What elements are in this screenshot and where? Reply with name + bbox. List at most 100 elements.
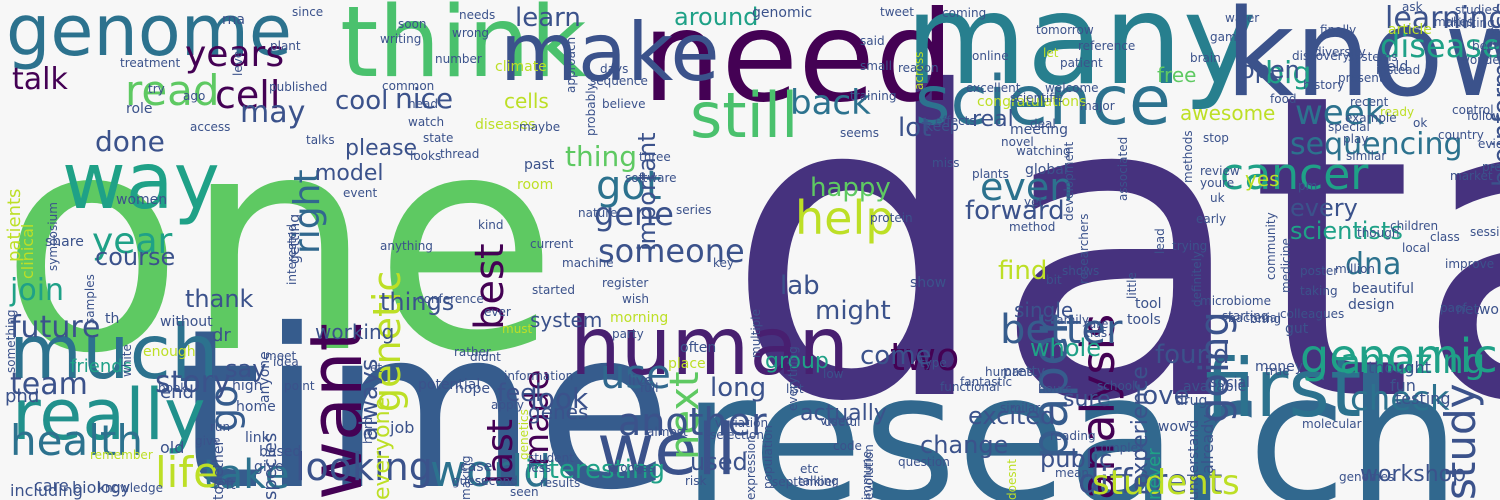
word-never: never	[1144, 448, 1165, 500]
word-effects: effects	[935, 114, 976, 128]
word-genomic: genomic	[752, 5, 813, 21]
word-disease: disease	[1380, 27, 1500, 65]
word-clinical: clinical	[18, 223, 37, 279]
word-improve: improve	[1445, 257, 1495, 271]
word-watch: watch	[408, 115, 445, 129]
word-gene: gene	[594, 195, 674, 233]
word-might: might	[815, 296, 891, 326]
word-stop: stop	[1203, 131, 1229, 145]
word-meet: meet	[265, 349, 297, 363]
word-rare: rare	[1084, 317, 1109, 331]
word-well: well	[597, 409, 737, 491]
word-population: population	[761, 425, 775, 489]
word-since: since	[292, 5, 324, 19]
word-current: current	[530, 237, 574, 251]
word-potential: potential	[418, 377, 481, 393]
word-etc: etc	[800, 462, 819, 476]
word-make: make	[500, 6, 720, 99]
word-level: level	[231, 47, 245, 76]
word-please: please	[345, 136, 418, 161]
word-country: country	[1438, 128, 1484, 142]
word-workshop: workshop	[1360, 462, 1467, 487]
word-published: published	[269, 80, 328, 94]
word-keep: keep	[925, 119, 959, 135]
word-training: training	[850, 89, 897, 103]
word-wish: wish	[622, 292, 650, 306]
word-fun: fun	[1390, 376, 1416, 395]
word-dna: dna	[1345, 247, 1402, 282]
word-find: find	[998, 256, 1048, 286]
word-knowledge: knowledge	[98, 481, 164, 495]
word-said: said	[860, 34, 885, 48]
word-live: live	[628, 373, 653, 389]
word-feel: feel	[497, 379, 542, 407]
word-friends: friends	[70, 356, 133, 377]
word-open: open	[1240, 56, 1300, 84]
word-pm: pm	[1298, 179, 1318, 193]
word-excellent: excellent	[966, 81, 1021, 95]
word-home: home	[236, 399, 276, 415]
word-check: check	[1350, 379, 1450, 419]
word-online: online	[972, 49, 1009, 63]
word-week: week	[1295, 93, 1385, 133]
word-code: code	[833, 439, 862, 453]
word-tomorrow: tomorrow	[1036, 23, 1094, 37]
word-brain: brain	[1190, 51, 1221, 65]
word-really: really	[12, 374, 206, 456]
word-rather: rather	[454, 345, 491, 359]
word-biology: biology	[72, 478, 131, 497]
word-run: run	[210, 420, 231, 434]
word-second: second	[475, 474, 518, 488]
word-welcome: welcome	[1045, 81, 1099, 95]
word-probably: probably	[584, 83, 598, 136]
word-story: story	[155, 365, 231, 400]
word-studies: studies	[1455, 3, 1499, 17]
word-small: small	[860, 59, 892, 73]
word-one: one	[0, 70, 559, 419]
word-microbiome: microbiome	[1200, 294, 1271, 308]
word-care: care	[34, 476, 69, 495]
word-give: give	[254, 459, 284, 475]
word-molecular: molecular	[1302, 417, 1362, 431]
word-lot: lot	[898, 113, 932, 143]
word-take: take	[203, 452, 290, 498]
word-happy: happy	[810, 173, 891, 203]
word-two: two	[890, 335, 960, 379]
word-immune: immune	[860, 450, 874, 500]
word-maybe: maybe	[519, 120, 561, 134]
word-deal: deal	[1030, 117, 1056, 131]
word-cell: cell	[215, 73, 281, 117]
word-without: without	[160, 314, 213, 330]
word-help: help	[795, 191, 895, 245]
word-treatment: treatment	[120, 56, 181, 70]
word-water: water	[1225, 11, 1260, 25]
word-novel: novel	[1001, 135, 1034, 149]
word-million: million	[1335, 262, 1375, 276]
word-use: use	[600, 352, 671, 398]
word-event: event	[343, 186, 378, 200]
word-anything: anything	[380, 239, 433, 253]
word-money: money	[1255, 359, 1303, 375]
word-role: role	[126, 101, 153, 117]
word-soon: soon	[398, 17, 427, 31]
word-shows: shows	[1062, 264, 1100, 278]
word-ago: ago	[183, 89, 206, 103]
word-come: come	[860, 341, 932, 371]
word-sequence: sequence	[590, 74, 648, 88]
word-genes: genes	[528, 400, 589, 424]
word-miss: miss	[932, 156, 960, 170]
word-students: students	[1092, 463, 1240, 500]
word-plants: plants	[972, 167, 1009, 181]
word-past: past	[524, 157, 555, 173]
word-rna: rna	[222, 12, 245, 28]
word-show: show	[910, 275, 947, 291]
word-cool: cool	[335, 86, 389, 116]
word-link: link	[245, 430, 270, 446]
word-play: play	[1343, 132, 1369, 146]
word-type: type	[920, 356, 947, 370]
word-multiple: multiple	[749, 308, 763, 358]
word-even: even	[980, 165, 1074, 209]
word-example: example	[1345, 111, 1397, 125]
word-looks: looks	[410, 149, 442, 163]
